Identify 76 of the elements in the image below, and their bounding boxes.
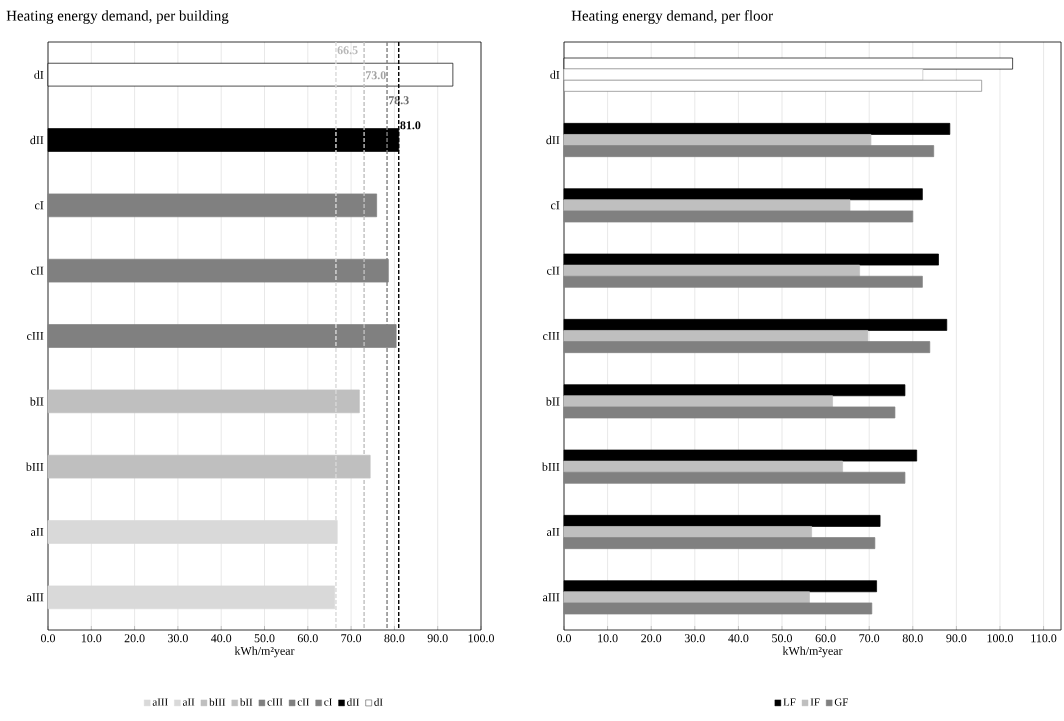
y-tick-label: dII — [30, 135, 44, 145]
x-tick-label: 80.0 — [902, 634, 923, 643]
x-tick-label: 70.0 — [341, 634, 362, 643]
x-tick-label: 30.0 — [168, 634, 188, 643]
legend-label: GF — [834, 698, 848, 706]
ref-line-label: 73.0 — [365, 71, 386, 80]
x-tick-label: 40.0 — [210, 634, 232, 643]
x-tick-label: 100.0 — [987, 634, 1013, 643]
x-tick-label: 60.0 — [297, 634, 318, 643]
legend-label: cIII — [267, 698, 283, 706]
x-tick-label: 0.0 — [40, 634, 56, 643]
y-tick-label: aII — [30, 528, 44, 536]
bar — [563, 199, 851, 212]
bar — [563, 330, 869, 342]
legend-label: bIII — [209, 698, 226, 706]
x-tick-label: 110.0 — [1031, 634, 1057, 643]
y-tick-label: cI — [550, 201, 560, 210]
x-tick-label: 20.0 — [124, 634, 145, 643]
y-tick-label: dII — [546, 135, 560, 145]
legend-label: LF — [783, 698, 796, 706]
legend-label: cII — [297, 698, 310, 706]
x-tick-label: 40.0 — [728, 634, 749, 643]
y-tick-label: cII — [547, 266, 560, 275]
y-tick-label: bII — [545, 397, 560, 406]
bar — [563, 460, 843, 473]
x-tick-label: 90.0 — [946, 634, 967, 643]
legend-label: bII — [239, 698, 253, 706]
x-tick-label: 0.0 — [556, 634, 572, 643]
y-tick-label: dI — [550, 70, 560, 79]
ref-line-label: 81.0 — [400, 121, 421, 130]
ref-line-label: 66.5 — [337, 46, 358, 55]
legend-label: cI — [324, 698, 332, 706]
bar — [563, 264, 860, 277]
x-tick-label: 20.0 — [641, 634, 662, 643]
x-tick-label: 10.0 — [598, 634, 618, 643]
legend-label: aII — [182, 698, 195, 706]
y-tick-label: cIII — [27, 332, 44, 340]
y-tick-label: bIII — [541, 462, 560, 471]
x-axis-title: kWh/m²year — [782, 646, 843, 658]
bar — [563, 134, 872, 146]
bar — [563, 275, 923, 288]
bar — [563, 406, 896, 419]
y-tick-label: cI — [34, 201, 44, 210]
bar — [563, 395, 833, 408]
y-tick-label: dI — [34, 70, 44, 79]
bar — [563, 591, 810, 604]
legend-label: IF — [810, 698, 820, 706]
bar — [563, 526, 812, 538]
legend-label: dII — [347, 698, 360, 706]
chart-title: Heating energy demand, per building — [6, 10, 229, 24]
y-tick-label: cIII — [543, 332, 560, 340]
x-tick-label: 80.0 — [384, 634, 405, 643]
legend-label: aIII — [152, 698, 168, 706]
bar — [563, 341, 931, 354]
x-tick-label: 90.0 — [427, 634, 448, 643]
chart-title: Heating energy demand, per floor — [571, 10, 773, 24]
bar — [563, 210, 914, 223]
y-tick-label: aIII — [26, 593, 44, 602]
y-tick-label: bIII — [25, 462, 44, 471]
x-axis-title: kWh/m²year — [234, 646, 295, 658]
y-tick-label: aII — [546, 528, 560, 536]
x-tick-label: 60.0 — [815, 634, 836, 643]
x-tick-label: 100.0 — [468, 634, 494, 643]
bar — [563, 471, 906, 484]
y-tick-label: bII — [29, 397, 44, 406]
y-tick-label: cII — [31, 266, 44, 275]
legend-label: dI — [374, 698, 383, 706]
y-tick-label: aIII — [542, 593, 560, 602]
bar — [563, 602, 873, 615]
x-tick-label: 30.0 — [684, 634, 705, 643]
x-tick-label: 50.0 — [254, 634, 275, 643]
x-tick-label: 50.0 — [772, 634, 792, 643]
bar — [563, 537, 876, 550]
bar — [563, 145, 935, 158]
x-tick-label: 70.0 — [859, 634, 880, 643]
x-tick-label: 10.0 — [81, 634, 102, 643]
